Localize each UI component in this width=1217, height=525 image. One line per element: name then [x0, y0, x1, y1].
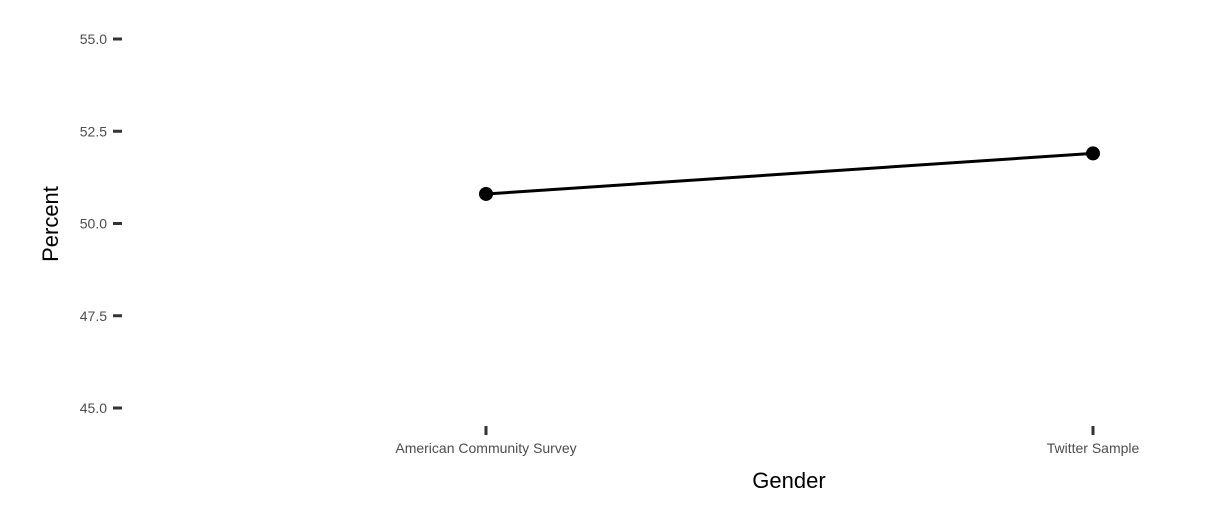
series-line — [485, 151, 1094, 196]
y-tick-label: 52.5 — [80, 123, 107, 139]
series — [479, 146, 1100, 201]
y-axis-title: Percent — [38, 186, 63, 262]
y-axis: 45.0 47.5 50.0 52.5 55.0 — [80, 31, 122, 416]
y-tick-label: 47.5 — [80, 308, 107, 324]
data-point — [1086, 146, 1100, 161]
y-tick-label: 45.0 — [80, 400, 107, 416]
x-axis-title: Gender — [752, 468, 825, 493]
x-tick-label: Twitter Sample — [1047, 440, 1140, 456]
x-axis: American Community Survey Twitter Sample — [395, 426, 1140, 456]
y-tick-label: 55.0 — [80, 31, 107, 47]
x-tick-label: American Community Survey — [395, 440, 576, 456]
y-tick-label: 50.0 — [80, 216, 107, 232]
data-point — [479, 186, 493, 201]
